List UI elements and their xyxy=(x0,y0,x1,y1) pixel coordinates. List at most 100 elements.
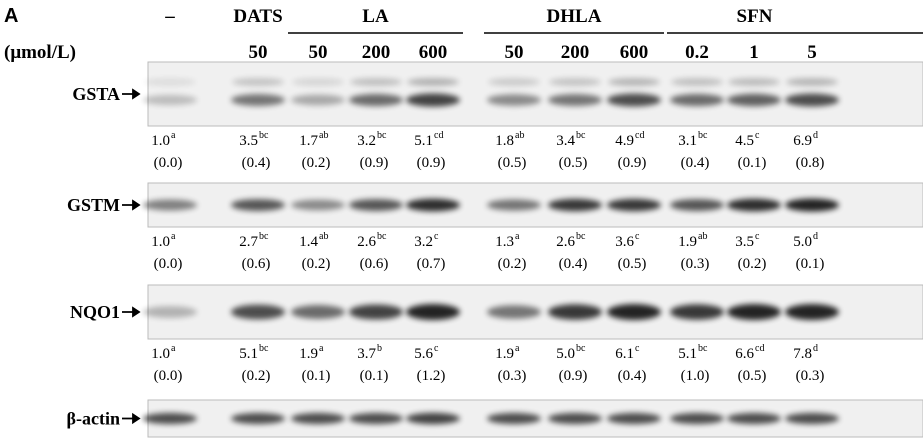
band xyxy=(231,305,285,320)
sd: (0.9) xyxy=(618,155,647,171)
sd: (0.0) xyxy=(154,368,183,384)
value: 2.6 xyxy=(556,234,575,250)
superscript: a xyxy=(171,130,176,141)
value: 1.8 xyxy=(495,133,514,149)
value: 5.0 xyxy=(556,346,575,362)
superscript: c xyxy=(434,343,439,354)
band xyxy=(350,78,402,86)
band xyxy=(231,413,285,424)
sd: (0.4) xyxy=(559,256,588,272)
value: 1.0 xyxy=(151,234,170,250)
sd: (0.2) xyxy=(302,256,331,272)
value: 1.0 xyxy=(151,346,170,362)
group-label: LA xyxy=(362,6,389,27)
band xyxy=(608,78,660,86)
band xyxy=(670,199,724,211)
band xyxy=(607,94,661,107)
panel-label: A xyxy=(4,5,18,27)
superscript: d xyxy=(813,231,818,242)
band xyxy=(291,305,345,319)
superscript: c xyxy=(755,231,760,242)
superscript: c xyxy=(635,343,640,354)
band xyxy=(670,413,724,424)
superscript: bc xyxy=(576,231,586,242)
arrow xyxy=(122,308,139,316)
sd: (1.2) xyxy=(417,368,446,384)
value: 1.9 xyxy=(495,346,514,362)
dose-label: 600 xyxy=(620,42,649,63)
band xyxy=(292,78,344,86)
band xyxy=(670,304,724,319)
superscript: bc xyxy=(259,343,269,354)
band xyxy=(349,94,403,106)
superscript: a xyxy=(319,343,324,354)
band xyxy=(487,199,541,210)
band xyxy=(232,78,284,86)
band xyxy=(487,413,541,424)
dose-label: 50 xyxy=(505,42,524,63)
superscript: a xyxy=(515,343,520,354)
band xyxy=(548,413,602,424)
superscript: cd xyxy=(434,130,443,141)
group-label: DHLA xyxy=(547,6,602,27)
superscript: cd xyxy=(755,343,764,354)
sd: (0.2) xyxy=(498,256,527,272)
dose-label: 0.2 xyxy=(685,42,709,63)
value: 5.1 xyxy=(239,346,258,362)
band xyxy=(231,199,285,211)
superscript: bc xyxy=(259,231,269,242)
superscript: cd xyxy=(635,130,644,141)
band xyxy=(406,93,460,106)
value: 6.6 xyxy=(735,346,754,362)
sd: (0.7) xyxy=(417,256,446,272)
group-label: – xyxy=(164,6,175,27)
superscript: a xyxy=(171,231,176,242)
band xyxy=(607,413,661,424)
group-label: DATS xyxy=(233,6,282,27)
sd: (0.0) xyxy=(154,155,183,171)
superscript: bc xyxy=(698,343,708,354)
value: 1.4 xyxy=(299,234,318,250)
value: 1.9 xyxy=(299,346,318,362)
sd: (0.4) xyxy=(618,368,647,384)
value: 3.2 xyxy=(414,234,433,250)
superscript: d xyxy=(813,343,818,354)
value: 3.5 xyxy=(239,133,258,149)
value: 1.3 xyxy=(495,234,514,250)
dose-label: 200 xyxy=(362,42,391,63)
superscript: bc xyxy=(259,130,269,141)
band xyxy=(291,413,345,424)
superscript: ab xyxy=(319,130,328,141)
blot-label: β-actin xyxy=(67,409,120,429)
band xyxy=(407,78,459,86)
band xyxy=(291,95,345,106)
band xyxy=(548,199,602,212)
superscript: bc xyxy=(377,130,387,141)
sd: (0.5) xyxy=(738,368,767,384)
band xyxy=(143,413,197,424)
superscript: c xyxy=(635,231,640,242)
band xyxy=(231,94,285,106)
value: 5.0 xyxy=(793,234,812,250)
value: 1.0 xyxy=(151,133,170,149)
band xyxy=(785,199,839,212)
value: 4.5 xyxy=(735,133,754,149)
sd: (0.8) xyxy=(796,155,825,171)
band xyxy=(487,305,541,319)
sd: (0.5) xyxy=(559,155,588,171)
value: 1.7 xyxy=(299,133,318,149)
sd: (0.2) xyxy=(302,155,331,171)
blot-label: GSTM xyxy=(67,195,120,215)
sd: (0.1) xyxy=(796,256,825,272)
band xyxy=(144,78,196,86)
blot-label: NQO1 xyxy=(70,302,120,322)
group-label: SFN xyxy=(737,6,773,27)
sd: (0.3) xyxy=(796,368,825,384)
band xyxy=(728,78,780,86)
value: 3.5 xyxy=(735,234,754,250)
sd: (0.4) xyxy=(242,155,271,171)
superscript: bc xyxy=(698,130,708,141)
sd: (0.1) xyxy=(360,368,389,384)
sd: (0.0) xyxy=(154,256,183,272)
value: 3.4 xyxy=(556,133,575,149)
